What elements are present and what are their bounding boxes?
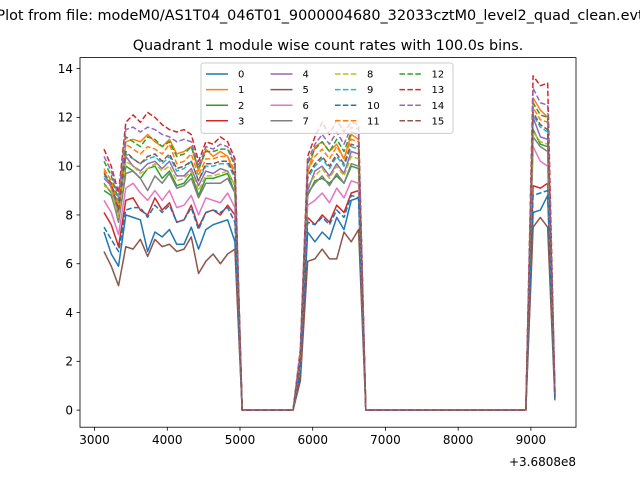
- y-tick-label: 0: [65, 403, 73, 417]
- figure-suptitle: Plot from file: modeM0/AS1T04_046T01_900…: [0, 8, 640, 24]
- x-tick-label: 5000: [225, 433, 256, 447]
- legend-label-7: 7: [303, 116, 309, 127]
- legend-label-6: 6: [303, 101, 309, 112]
- series-line-14: [103, 87, 556, 411]
- x-tick-label: 4000: [152, 433, 183, 447]
- x-tick-label: 7000: [370, 433, 401, 447]
- x-axis: 3000 4000 5000 6000 7000 8000 9000: [79, 427, 546, 447]
- legend-label-14: 14: [432, 101, 445, 112]
- series-line-15: [103, 111, 556, 411]
- legend-label-0: 0: [238, 70, 244, 81]
- chart-title: Quadrant 1 module wise count rates with …: [133, 38, 524, 54]
- legend-label-1: 1: [238, 85, 244, 96]
- y-tick-label: 6: [65, 257, 73, 271]
- legend-label-2: 2: [238, 101, 244, 112]
- x-tick-label: 6000: [297, 433, 328, 447]
- legend-label-3: 3: [238, 116, 244, 127]
- legend-label-10: 10: [367, 101, 380, 112]
- legend-label-5: 5: [303, 85, 309, 96]
- x-offset-label: +3.6808e8: [509, 455, 576, 469]
- x-tick-label: 8000: [443, 433, 474, 447]
- legend-label-8: 8: [367, 70, 373, 81]
- y-tick-label: 14: [58, 62, 73, 76]
- y-axis: 0 2 4 6 8 10 12 14: [58, 62, 80, 417]
- x-tick-label: 3000: [79, 433, 110, 447]
- y-tick-label: 4: [65, 306, 73, 320]
- legend-label-13: 13: [432, 85, 445, 96]
- legend-label-4: 4: [303, 70, 309, 81]
- legend-label-11: 11: [367, 116, 380, 127]
- plot-frame: [79, 57, 577, 428]
- legend-label-12: 12: [432, 70, 445, 81]
- y-tick-label: 8: [65, 208, 73, 222]
- y-tick-label: 2: [65, 355, 73, 369]
- y-tick-label: 12: [58, 111, 73, 125]
- series-layer: [103, 75, 556, 411]
- legend-label-9: 9: [367, 85, 373, 96]
- legend-label-15: 15: [432, 116, 445, 127]
- legend-frame: [200, 62, 454, 134]
- y-tick-label: 10: [58, 159, 73, 173]
- x-tick-label: 9000: [516, 433, 547, 447]
